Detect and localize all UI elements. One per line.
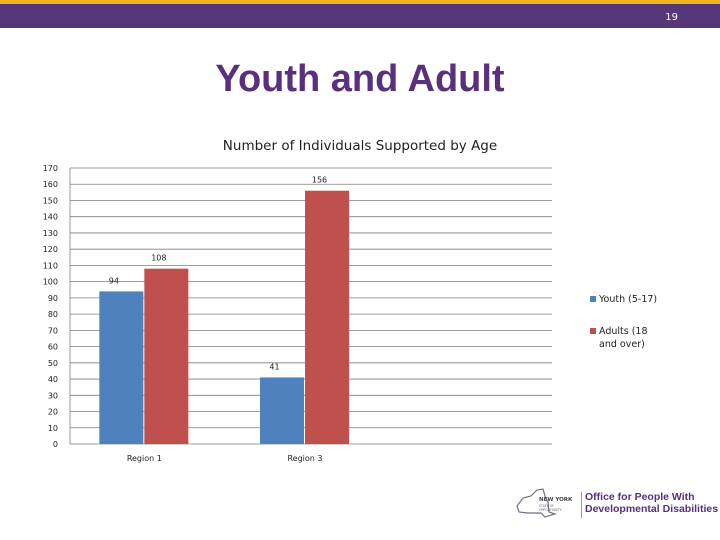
y-axis-ticks: 0 10 20 30 40 50 60 70 80 90 100 110 120 130 140 150 160… xyxy=(43,164,58,449)
legend: Youth (5-17) Adults (18 and over) xyxy=(590,294,657,350)
logo-state-line3: OPPORTUNITY. xyxy=(539,508,562,512)
y-tick-label: 0 xyxy=(53,440,58,449)
logo-agency-line1: Office for People With xyxy=(585,491,695,503)
bars xyxy=(99,190,349,444)
data-label: 41 xyxy=(269,362,279,371)
bar-chart: Number of Individuals Supported by Age 0… xyxy=(43,138,657,463)
legend-swatch xyxy=(590,328,596,334)
y-tick-label: 140 xyxy=(43,213,58,222)
legend-swatch xyxy=(590,296,596,302)
y-tick-label: 30 xyxy=(48,391,58,400)
data-label: 94 xyxy=(109,276,119,285)
slide-number: 19 xyxy=(665,12,678,23)
y-tick-label: 70 xyxy=(48,326,58,335)
bar xyxy=(99,291,144,444)
x-tick-label: Region 1 xyxy=(127,454,162,463)
y-tick-label: 150 xyxy=(43,196,58,205)
y-tick-label: 160 xyxy=(43,180,58,189)
x-axis-ticks: Region 1 Region 3 xyxy=(127,454,323,463)
y-tick-label: 90 xyxy=(48,294,58,303)
opwdd-logo-text: Office for People With Developmental Dis… xyxy=(585,491,718,515)
opwdd-logo: NEW YORK STATE OF OPPORTUNITY. xyxy=(516,488,582,518)
header-bar xyxy=(0,0,720,28)
y-tick-label: 170 xyxy=(43,164,58,173)
data-label: 108 xyxy=(151,254,166,263)
y-tick-label: 110 xyxy=(43,261,58,270)
y-tick-label: 40 xyxy=(48,375,58,384)
legend-label: Youth (5-17) xyxy=(598,294,657,305)
data-label: 156 xyxy=(312,176,327,185)
y-tick-label: 100 xyxy=(43,278,58,287)
logo-state-line2: STATE OF xyxy=(539,504,554,508)
y-tick-label: 120 xyxy=(43,245,58,254)
logo-agency-line2: Developmental Disabilities xyxy=(585,503,719,515)
y-tick-label: 60 xyxy=(48,343,58,352)
logo-divider xyxy=(581,492,582,518)
y-tick-label: 80 xyxy=(48,310,58,319)
logo-state-line1: NEW YORK xyxy=(539,497,573,503)
ny-state-map-icon xyxy=(516,488,557,518)
y-tick-label: 10 xyxy=(48,424,58,433)
bar xyxy=(305,190,349,444)
bar xyxy=(260,377,304,444)
chart-title: Number of Individuals Supported by Age xyxy=(223,138,497,154)
y-tick-label: 50 xyxy=(48,359,58,368)
x-tick-label: Region 3 xyxy=(287,454,322,463)
slide-title: Youth and Adult xyxy=(215,58,505,100)
y-tick-label: 130 xyxy=(43,229,58,238)
y-tick-label: 20 xyxy=(48,408,58,417)
header-accent-line xyxy=(0,0,720,4)
data-labels: 94 108 41 156 xyxy=(109,176,327,372)
legend-label: Adults (18 and over) xyxy=(599,326,648,350)
bar xyxy=(144,268,189,444)
